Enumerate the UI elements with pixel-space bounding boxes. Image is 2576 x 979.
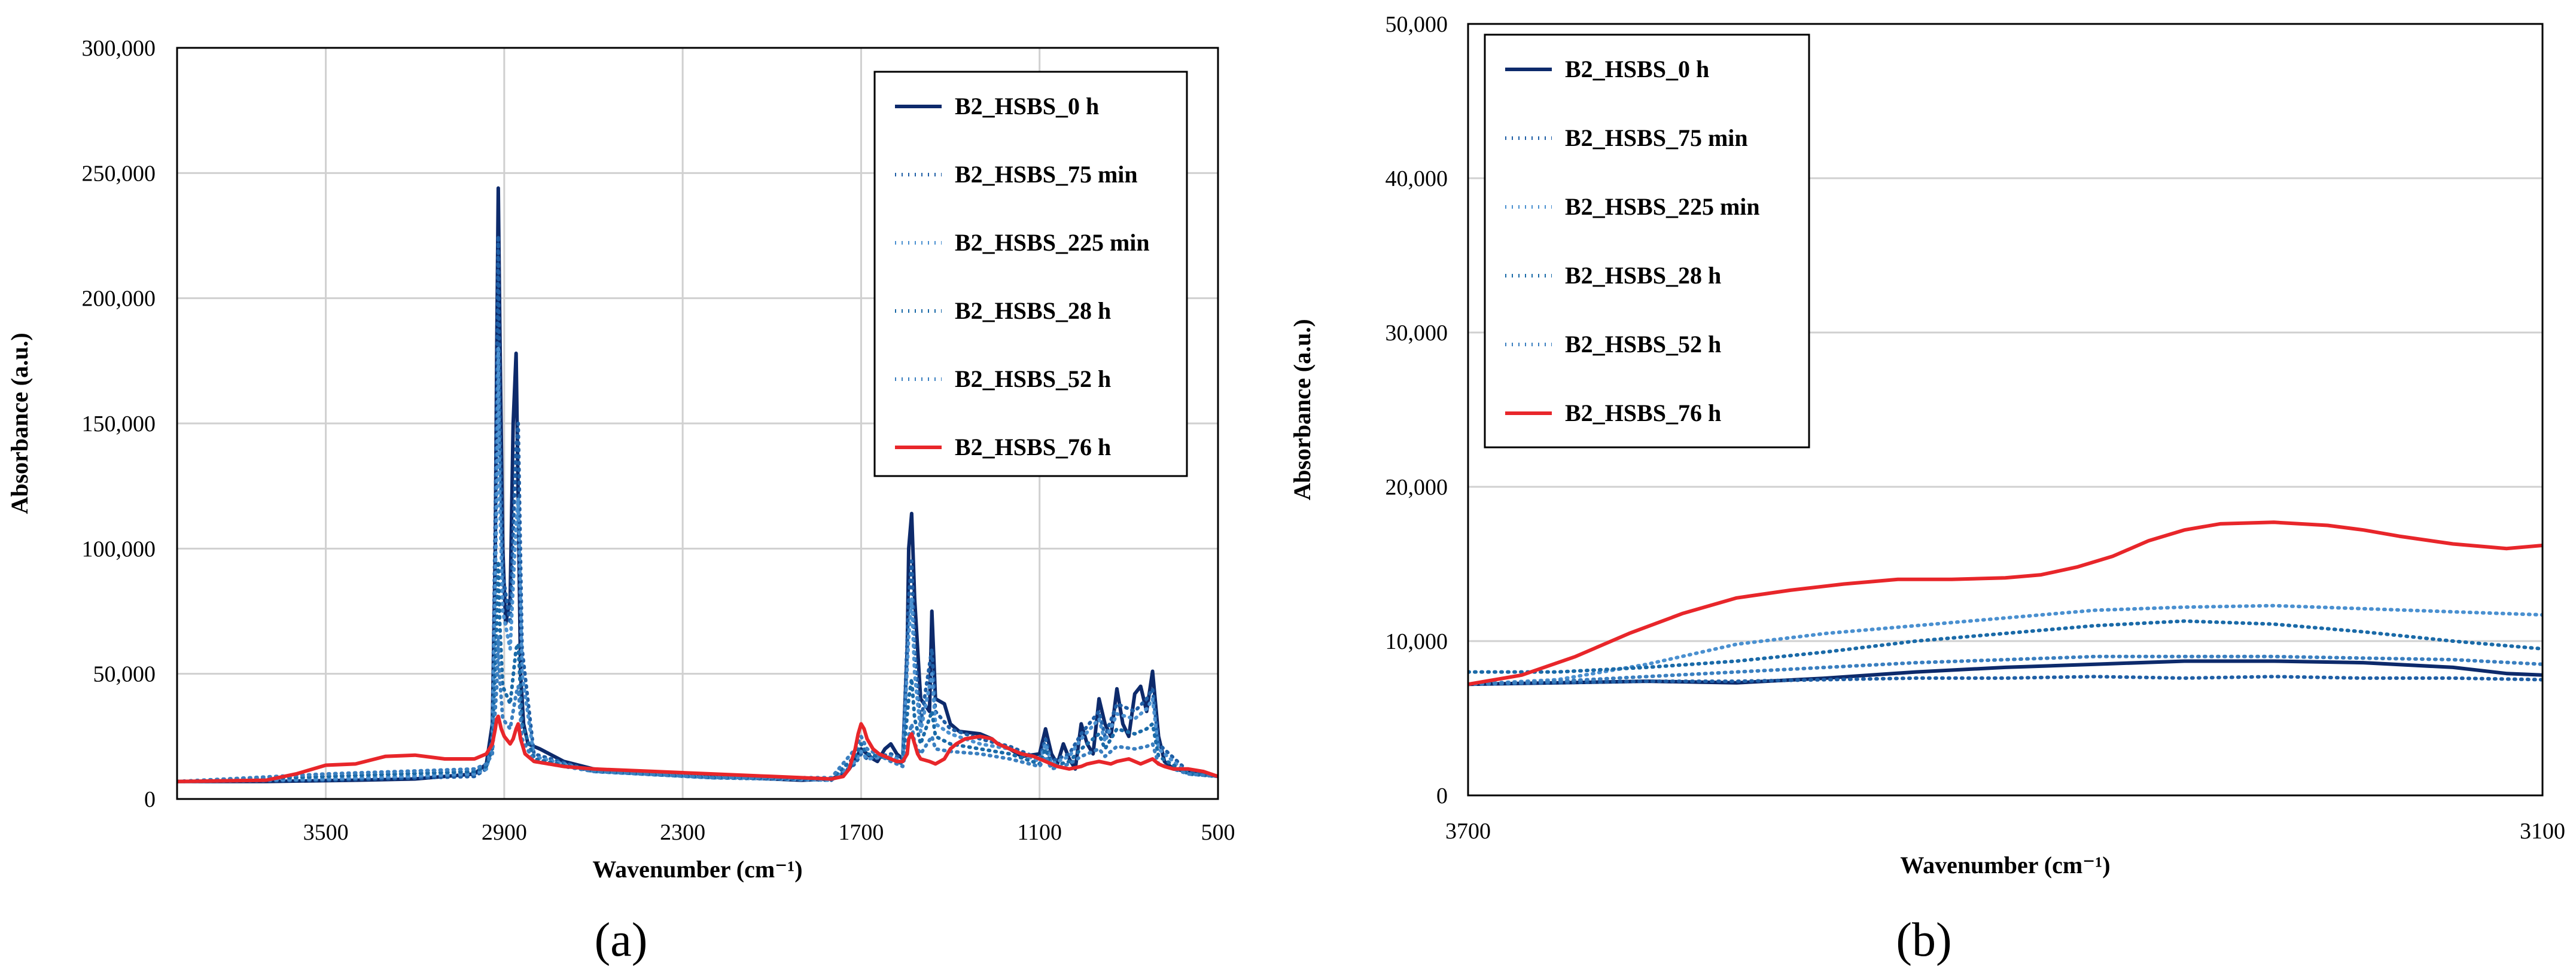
x-tick-label: 2900 <box>482 820 527 845</box>
legend-label: B2_HSBS_52 h <box>955 365 1111 392</box>
legend-label: B2_HSBS_0 h <box>1565 56 1709 83</box>
legend: B2_HSBS_0 h B2_HSBS_75 min B2_HSBS_225 min… <box>1484 33 1810 449</box>
series-group <box>1468 520 2542 687</box>
legend-label: B2_HSBS_52 h <box>1565 331 1721 358</box>
panel-b: 0 10,000 20,000 30,000 40,000 50,000 3700 3100 W… <box>1289 12 2565 966</box>
series-line-b2-hsbs-28-h <box>1468 619 2542 674</box>
series-line-b2-hsbs-225-min <box>177 346 1218 783</box>
series-group <box>177 186 1218 783</box>
x-tick-label: 3700 <box>1445 819 1491 844</box>
legend-box <box>1484 33 1810 449</box>
y-tick-label: 250,000 <box>82 161 156 186</box>
y-tick-label: 40,000 <box>1386 166 1448 191</box>
plot-frame <box>176 47 1219 800</box>
panel-label: (b) <box>1896 914 1951 966</box>
legend-label: B2_HSBS_75 min <box>955 161 1138 188</box>
legend: B2_HSBS_0 h B2_HSBS_75 min B2_HSBS_225 min… <box>873 71 1188 477</box>
y-tick-label: 10,000 <box>1386 629 1448 654</box>
y-tick-label: 0 <box>144 787 156 812</box>
series-line-b2-hsbs-225-min <box>1468 603 2542 687</box>
x-tick-label: 1700 <box>838 820 884 845</box>
y-tick-label: 50,000 <box>1386 12 1448 37</box>
y-tick-label: 20,000 <box>1386 475 1448 500</box>
legend-label: B2_HSBS_28 h <box>1565 262 1721 289</box>
series-line-b2-hsbs-75-min <box>177 234 1218 783</box>
legend-label: B2_HSBS_76 h <box>1565 399 1721 426</box>
y-tick-label: 50,000 <box>93 662 156 687</box>
y-tick-label: 300,000 <box>82 36 156 61</box>
x-tick-label: 2300 <box>660 820 705 845</box>
y-axis-title: Absorbance (a.u.) <box>1289 319 1316 500</box>
series-line-b2-hsbs-52-h <box>1468 654 2542 687</box>
x-tick-label: 500 <box>1201 820 1235 845</box>
x-tick-label: 3500 <box>303 820 349 845</box>
y-axis-title: Absorbance (a.u.) <box>6 333 33 514</box>
y-tick-label: 30,000 <box>1386 321 1448 346</box>
y-tick-label: 150,000 <box>82 411 156 437</box>
panel-a: 0 50,000 100,000 150,000 200,000 250,000 300,0… <box>6 36 1235 966</box>
legend-label: B2_HSBS_225 min <box>955 229 1150 256</box>
series-line-b2-hsbs-28-h <box>177 559 1218 783</box>
legend-label: B2_HSBS_76 h <box>955 434 1111 460</box>
panel-label: (a) <box>595 914 648 966</box>
legend-label: B2_HSBS_225 min <box>1565 193 1760 220</box>
legend-label: B2_HSBS_28 h <box>955 297 1111 324</box>
x-axis-title: Wavenumber (cm⁻¹) <box>592 856 802 883</box>
y-tick-label: 200,000 <box>82 286 156 312</box>
legend-label: B2_HSBS_75 min <box>1565 124 1748 151</box>
y-tick-label: 100,000 <box>82 536 156 562</box>
x-tick-label: 3100 <box>2520 819 2565 844</box>
series-line-b2-hsbs-75-min <box>1468 675 2542 687</box>
plot-frame <box>1467 23 2544 797</box>
series-line-b2-hsbs-76-h <box>1468 520 2542 687</box>
x-tick-label: 1100 <box>1017 820 1062 845</box>
series-line-b2-hsbs-0-h <box>1468 659 2542 687</box>
y-tick-label: 0 <box>1436 783 1448 809</box>
legend-box <box>873 71 1188 477</box>
legend-label: B2_HSBS_0 h <box>955 93 1099 120</box>
series-line-b2-hsbs-76-h <box>177 714 1218 783</box>
x-axis-title: Wavenumber (cm⁻¹) <box>1900 852 2110 879</box>
